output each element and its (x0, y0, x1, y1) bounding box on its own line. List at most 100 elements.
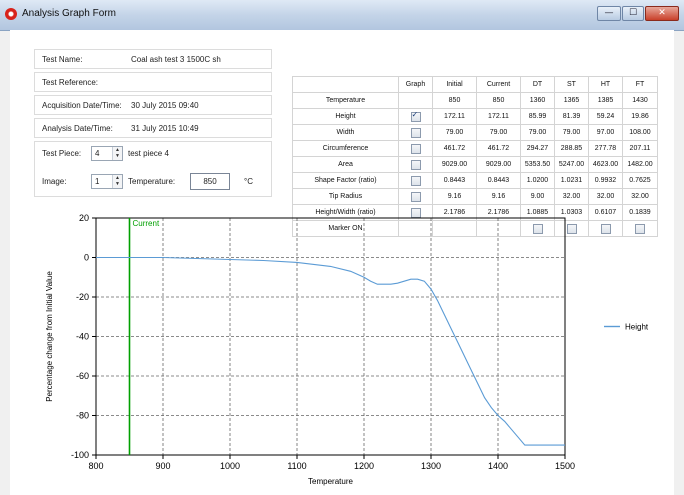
table-cell: 1482.00 (622, 156, 658, 173)
table-row: Height/Width (ratio) 2.1786 2.1786 1.0885 1.… (292, 204, 658, 221)
marker-checkbox[interactable] (566, 223, 577, 234)
legend-label: Height (625, 323, 649, 332)
marker-checkbox[interactable] (532, 223, 543, 234)
marker-checkbox[interactable] (635, 223, 645, 234)
table-cell: 277.78 (588, 140, 623, 157)
stepper-arrows-icon[interactable]: ▲ ▼ (112, 147, 122, 160)
table-cell: 0.8443 (476, 172, 521, 189)
chart-marks: Current (96, 218, 565, 455)
table-cell: 9.16 (476, 188, 521, 205)
table-cell: 32.00 (622, 188, 658, 205)
stepper-arrows-icon[interactable]: ▲ ▼ (112, 175, 122, 188)
y-tick-label: -60 (76, 371, 89, 381)
close-button[interactable]: ✕ (645, 6, 679, 21)
table-cell: 1430 (622, 92, 658, 109)
table-row: Shape Factor (ratio) 0.8443 0.8443 1.0200 1.… (292, 172, 658, 189)
test-reference-box: Test Reference: (34, 72, 272, 92)
table-cell: 1.0885 (520, 204, 555, 221)
row-label: Temperature (292, 92, 399, 109)
graph-checkbox[interactable] (410, 110, 421, 122)
test-reference-label: Test Reference: (42, 78, 99, 87)
test-name-box: Test Name: Coal ash test 3 1500C sh (34, 49, 272, 69)
table-cell: 288.85 (554, 140, 589, 157)
y-axis-label: Percentage change from Initial Value (45, 271, 54, 402)
table-row: Circumference 461.72 461.72 294.27 288.85 277… (292, 140, 658, 157)
test-piece-name: test piece 4 (128, 149, 169, 158)
graph-cell (398, 188, 433, 205)
column-header (292, 76, 399, 93)
test-name-label: Test Name: (42, 55, 83, 64)
table-cell: 32.00 (554, 188, 589, 205)
test-piece-number: 4 (95, 149, 100, 158)
image-stepper[interactable]: 1 ▲ ▼ (91, 174, 123, 189)
y-tick-label: -40 (76, 332, 89, 342)
column-header: DT (520, 76, 555, 93)
image-label: Image: (42, 177, 67, 186)
temperature-label: Temperature: (128, 177, 176, 186)
table-cell: 0.7625 (622, 172, 658, 189)
analysis-label: Analysis Date/Time: (42, 124, 113, 133)
x-tick-label: 800 (88, 461, 103, 471)
measurements-table: Graph Initial Current DT ST HT FT Temperature 85… (292, 76, 658, 237)
table-cell: 0.8443 (432, 172, 477, 189)
series-line-height (96, 256, 565, 446)
chart-gridlines (96, 218, 565, 455)
graph-cell (398, 172, 433, 189)
table-row: Area 9029.00 9029.00 5353.50 5247.00 4623.00 1… (292, 156, 658, 173)
graph-checkbox[interactable] (410, 207, 421, 218)
x-tick-label: 1100 (287, 461, 306, 471)
graph-checkbox[interactable] (410, 143, 421, 154)
maximize-button[interactable]: ☐ (622, 6, 644, 21)
table-cell: 1365 (554, 92, 589, 109)
x-tick-label: 1400 (488, 461, 508, 471)
axis-ticks: 800 900 1000 1100 1200 1300 1400 1500 20 0 -20 -40 -… (71, 213, 575, 471)
title-bar[interactable]: Analysis Graph Form — ☐ ✕ (0, 0, 684, 31)
x-tick-label: 1300 (421, 461, 441, 471)
graph-checkbox[interactable] (410, 191, 421, 202)
marker-label: Marker ON (292, 220, 399, 237)
image-number: 1 (95, 177, 100, 186)
acquisition-value: 30 July 2015 09:40 (131, 101, 199, 110)
table-cell: 79.00 (432, 124, 477, 141)
table-cell: 9.16 (432, 188, 477, 205)
y-tick-label: 20 (79, 213, 89, 223)
marker-checkbox[interactable] (600, 223, 611, 234)
marker-cell (398, 220, 433, 237)
table-cell: 81.39 (554, 108, 589, 125)
table-cell: 9029.00 (476, 156, 521, 173)
table-cell: 0.1839 (622, 204, 658, 221)
table-cell: 294.27 (520, 140, 555, 157)
analysis-value: 31 July 2015 10:49 (131, 124, 199, 133)
window-title: Analysis Graph Form (22, 8, 116, 19)
marker-cell (476, 220, 521, 237)
x-tick-label: 900 (155, 461, 170, 471)
test-piece-label: Test Piece: (42, 149, 82, 158)
test-piece-stepper[interactable]: 4 ▲ ▼ (91, 146, 123, 161)
graph-checkbox[interactable] (410, 159, 421, 170)
table-cell: 79.00 (554, 124, 589, 141)
table-cell: 85.99 (520, 108, 555, 125)
graph-cell (398, 156, 433, 173)
marker-cell (554, 220, 589, 237)
acquisition-label: Acquisition Date/Time: (42, 101, 122, 110)
graph-checkbox[interactable] (410, 175, 421, 186)
marker-cell (622, 220, 658, 237)
temperature-field[interactable]: 850 (190, 173, 230, 190)
app-icon (5, 8, 17, 20)
table-cell: 59.24 (588, 108, 623, 125)
marker-cell (520, 220, 555, 237)
graph-cell (398, 204, 433, 221)
minimize-button[interactable]: — (597, 6, 621, 21)
x-tick-label: 1000 (220, 461, 240, 471)
marker-row: Marker ON (292, 220, 658, 237)
analysis-box: Analysis Date/Time: 31 July 2015 10:49 (34, 118, 272, 138)
table-cell: 461.72 (432, 140, 477, 157)
y-tick-label: -100 (71, 450, 89, 460)
table-cell: 108.00 (622, 124, 658, 141)
chart-legend: Height (604, 323, 649, 332)
graph-checkbox[interactable] (410, 127, 421, 138)
piece-group: Test Piece: 4 ▲ ▼ test piece 4 Image: 1 ▲… (34, 141, 272, 197)
x-axis-label: Temperature (308, 477, 353, 486)
current-marker-label: Current (133, 219, 160, 228)
row-label: Height (292, 108, 399, 125)
